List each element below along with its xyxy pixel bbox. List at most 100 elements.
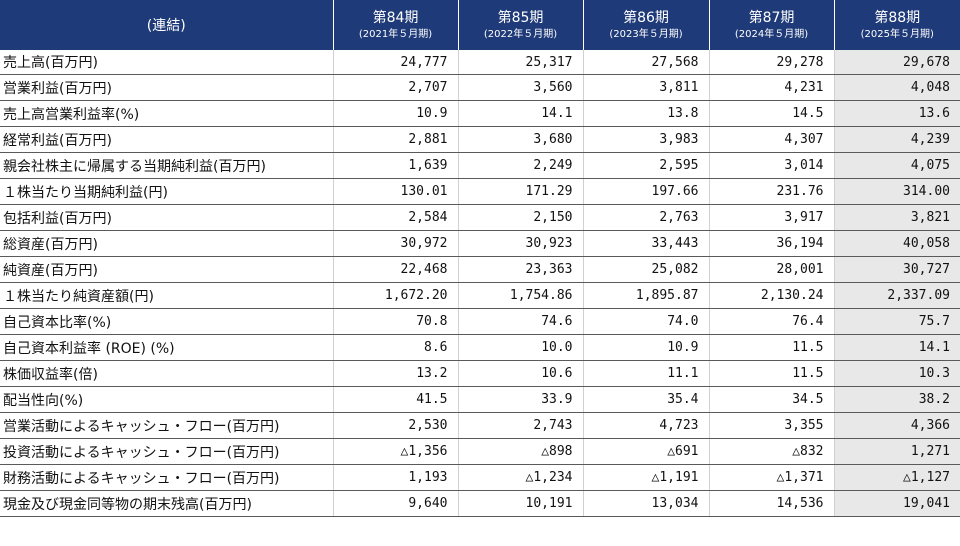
row-label: 財務活動によるキャッシュ・フロー(百万円) — [0, 464, 334, 491]
row-label: 総資産(百万円) — [0, 230, 334, 257]
table-row: 営業利益(百万円) 2,707 3,560 3,811 4,231 4,048 — [0, 74, 960, 101]
row-label: １株当たり純資産額(円) — [0, 282, 334, 309]
value-cell: 24,777 — [333, 50, 459, 75]
period-subtitle: (2022年５月期) — [483, 28, 558, 40]
table-row: 総資産(百万円) 30,972 30,923 33,443 36,194 40,058 — [0, 230, 960, 257]
value-cell: 14.1 — [834, 334, 960, 361]
table-row: 現金及び現金同等物の期末残高(百万円) 9,640 10,191 13,034 14,5… — [0, 490, 960, 517]
value-cell: 30,972 — [333, 230, 459, 257]
table-row: １株当たり当期純利益(円) 130.01 171.29 197.66 231.76 314… — [0, 178, 960, 205]
value-cell: 33.9 — [458, 386, 584, 413]
corner-header: (連結) — [0, 0, 334, 50]
period-title: 第88期 — [874, 9, 921, 26]
value-cell: 41.5 — [333, 386, 459, 413]
value-cell: 1,639 — [333, 152, 459, 179]
row-label: 自己資本比率(%) — [0, 308, 334, 335]
row-label: 自己資本利益率 (ROE) (%) — [0, 334, 334, 361]
table-row: 営業活動によるキャッシュ・フロー(百万円) 2,530 2,743 4,723 3,35… — [0, 412, 960, 439]
value-cell: 14.1 — [458, 100, 584, 127]
row-label: 親会社株主に帰属する当期純利益(百万円) — [0, 152, 334, 179]
value-cell: 2,743 — [458, 412, 584, 439]
value-cell: 10.3 — [834, 360, 960, 387]
value-cell: 10.9 — [333, 100, 459, 127]
value-cell: 1,754.86 — [458, 282, 584, 309]
table-row: 売上高営業利益率(%) 10.9 14.1 13.8 14.5 13.6 — [0, 100, 960, 127]
value-cell: 10.9 — [583, 334, 710, 361]
table-row: 経常利益(百万円) 2,881 3,680 3,983 4,307 4,239 — [0, 126, 960, 153]
table-row: 純資産(百万円) 22,468 23,363 25,082 28,001 30,727 — [0, 256, 960, 283]
value-cell: 2,881 — [333, 126, 459, 153]
value-cell: 8.6 — [333, 334, 459, 361]
row-label: 営業活動によるキャッシュ・フロー(百万円) — [0, 412, 334, 439]
value-cell: 2,595 — [583, 152, 710, 179]
value-cell: 4,307 — [709, 126, 835, 153]
period-header-88: 第88期 (2025年５月期) — [834, 0, 960, 50]
value-cell: △1,356 — [333, 438, 459, 465]
value-cell: 2,707 — [333, 74, 459, 101]
corner-label: (連結) — [146, 18, 186, 34]
value-cell: △898 — [458, 438, 584, 465]
value-cell: 35.4 — [583, 386, 710, 413]
table-row: 配当性向(%) 41.5 33.9 35.4 34.5 38.2 — [0, 386, 960, 413]
value-cell: 1,193 — [333, 464, 459, 491]
value-cell: 76.4 — [709, 308, 835, 335]
table-row: 親会社株主に帰属する当期純利益(百万円) 1,639 2,249 2,595 3,014… — [0, 152, 960, 179]
value-cell: 2,763 — [583, 204, 710, 231]
value-cell: 3,560 — [458, 74, 584, 101]
value-cell: △1,371 — [709, 464, 835, 491]
table-row: 自己資本比率(%) 70.8 74.6 74.0 76.4 75.7 — [0, 308, 960, 335]
value-cell: 4,048 — [834, 74, 960, 101]
value-cell: 2,249 — [458, 152, 584, 179]
value-cell: 9,640 — [333, 490, 459, 517]
value-cell: 10.0 — [458, 334, 584, 361]
financial-summary-table: (連結) 第84期 (2021年５月期) 第85期 (2022年５月期) 第86… — [0, 0, 960, 517]
value-cell: 14,536 — [709, 490, 835, 517]
value-cell: 3,983 — [583, 126, 710, 153]
value-cell: 11.5 — [709, 360, 835, 387]
table-row: 株価収益率(倍) 13.2 10.6 11.1 11.5 10.3 — [0, 360, 960, 387]
value-cell: 25,317 — [458, 50, 584, 75]
value-cell: 4,723 — [583, 412, 710, 439]
value-cell: 231.76 — [709, 178, 835, 205]
period-subtitle: (2025年５月期) — [860, 28, 934, 40]
value-cell: △1,234 — [458, 464, 584, 491]
row-label: 投資活動によるキャッシュ・フロー(百万円) — [0, 438, 334, 465]
value-cell: 2,530 — [333, 412, 459, 439]
value-cell: 34.5 — [709, 386, 835, 413]
value-cell: 3,680 — [458, 126, 584, 153]
value-cell: 40,058 — [834, 230, 960, 257]
table-row: 自己資本利益率 (ROE) (%) 8.6 10.0 10.9 11.5 14.1 — [0, 334, 960, 361]
value-cell: 4,231 — [709, 74, 835, 101]
row-label: 売上高(百万円) — [0, 50, 334, 75]
value-cell: 4,075 — [834, 152, 960, 179]
value-cell: 30,923 — [458, 230, 584, 257]
row-label: 経常利益(百万円) — [0, 126, 334, 153]
value-cell: 171.29 — [458, 178, 584, 205]
value-cell: 74.6 — [458, 308, 584, 335]
value-cell: 3,355 — [709, 412, 835, 439]
table-body: 売上高(百万円) 24,777 25,317 27,568 29,278 29,678 営業… — [0, 50, 960, 517]
value-cell: 14.5 — [709, 100, 835, 127]
value-cell: 11.5 — [709, 334, 835, 361]
row-label: 包括利益(百万円) — [0, 204, 334, 231]
value-cell: 1,271 — [834, 438, 960, 465]
row-label: 売上高営業利益率(%) — [0, 100, 334, 127]
value-cell: 25,082 — [583, 256, 710, 283]
value-cell: 74.0 — [583, 308, 710, 335]
period-header-85: 第85期 (2022年５月期) — [458, 0, 584, 50]
period-header-86: 第86期 (2023年５月期) — [583, 0, 710, 50]
value-cell: 1,672.20 — [333, 282, 459, 309]
value-cell: 3,821 — [834, 204, 960, 231]
period-subtitle: (2021年５月期) — [358, 28, 433, 40]
value-cell: 75.7 — [834, 308, 960, 335]
period-header-87: 第87期 (2024年５月期) — [709, 0, 835, 50]
value-cell: 2,584 — [333, 204, 459, 231]
value-cell: 10.6 — [458, 360, 584, 387]
period-subtitle: (2023年５月期) — [609, 28, 683, 40]
value-cell: 29,678 — [834, 50, 960, 75]
period-title: 第85期 — [497, 9, 544, 26]
value-cell: 13,034 — [583, 490, 710, 517]
value-cell: 13.8 — [583, 100, 710, 127]
value-cell: 13.6 — [834, 100, 960, 127]
value-cell: 2,337.09 — [834, 282, 960, 309]
